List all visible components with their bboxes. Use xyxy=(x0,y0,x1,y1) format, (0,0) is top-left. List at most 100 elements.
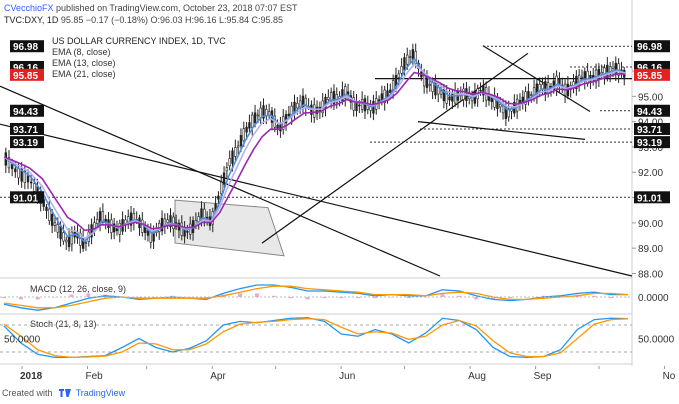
right-price-tag-3 xyxy=(634,104,670,117)
candle-up xyxy=(445,91,448,104)
published-note: published on TradingView.com, October 23… xyxy=(56,3,298,13)
author-name[interactable]: CVecchioFX xyxy=(4,3,54,13)
candle-down xyxy=(606,64,609,79)
right-price-tag-2 xyxy=(634,68,670,81)
candle-up xyxy=(7,157,11,169)
y-tick-label-1: 89.00 xyxy=(638,244,663,255)
candle-up xyxy=(141,219,144,233)
candle-up xyxy=(453,90,457,104)
legend-entry-2: EMA (21, close) xyxy=(52,69,116,79)
candle-up xyxy=(530,94,533,96)
x-tick-label-feb: Feb xyxy=(86,371,104,382)
candle-up xyxy=(225,167,229,172)
candle-up xyxy=(242,128,245,142)
footer: Created with TradingView xyxy=(2,388,125,398)
candle-down xyxy=(115,228,119,232)
candle-up xyxy=(33,183,36,192)
candle-down xyxy=(160,217,164,232)
candle-up xyxy=(406,54,409,65)
candle-up xyxy=(400,65,403,74)
candle-up xyxy=(327,97,330,100)
candle-up xyxy=(70,231,74,245)
symbol-line: TVC:DXY, 1D xyxy=(4,15,59,25)
macd-histogram-bar xyxy=(35,297,40,300)
candle-down xyxy=(67,235,71,248)
chart-header: CVecchioFX published on TradingView.com,… xyxy=(4,2,298,26)
candle-down xyxy=(253,112,257,124)
macd-histogram-bar xyxy=(524,297,529,298)
candle-up xyxy=(397,73,400,78)
y-tick-label-5: 93.00 xyxy=(638,143,663,154)
candle-up xyxy=(313,104,316,118)
macd-histogram-bar xyxy=(373,297,378,299)
candle-down xyxy=(479,89,482,92)
left-price-tag-label-2: 95.85 xyxy=(13,71,38,82)
right-price-tag-label-6: 91.01 xyxy=(637,193,662,204)
candle-down xyxy=(341,89,344,101)
candle-down xyxy=(29,181,33,184)
candle-down xyxy=(332,90,336,105)
macd-histogram-bar xyxy=(254,293,259,297)
candle-down xyxy=(315,106,319,114)
main-chart-title: US DOLLAR CURRENCY INDEX, 1D, TVC xyxy=(52,36,226,46)
trendline-long-down xyxy=(0,85,441,277)
macd-histogram-bar xyxy=(491,297,496,300)
candle-up xyxy=(600,72,603,75)
candle-up xyxy=(101,211,105,223)
right-price-tag-label-5: 93.19 xyxy=(637,138,662,149)
candle-down xyxy=(448,96,451,101)
tradingview-brand[interactable]: TradingView xyxy=(75,388,126,398)
ohlc-readout: 95.85 −0.17 (−0.18%) O:96.03 H:96.16 L:9… xyxy=(60,15,284,25)
candle-down xyxy=(377,99,381,102)
candle-down xyxy=(186,231,189,233)
candle-down xyxy=(104,218,107,222)
candle-up xyxy=(439,90,443,95)
candle-up xyxy=(352,97,355,111)
stoch-y-label-left: 50.0000 xyxy=(4,335,41,346)
x-tick-label-apr: Apr xyxy=(210,371,226,382)
trendline-mid-down xyxy=(0,123,633,277)
right-price-tag-4 xyxy=(634,122,670,135)
right-price-tag-label-0: 96.98 xyxy=(637,42,662,53)
legend-entry-0: EMA (8, close) xyxy=(52,47,111,57)
candle-up xyxy=(296,103,299,109)
left-price-tag-3 xyxy=(10,104,44,117)
candle-down xyxy=(222,172,226,185)
candle-up xyxy=(23,170,27,183)
candle-down xyxy=(146,230,150,236)
candle-down xyxy=(205,216,209,219)
tradingview-logo-icon xyxy=(59,389,72,397)
candle-down xyxy=(389,89,392,93)
macd-title: MACD (12, 26, close, 9) xyxy=(30,284,126,294)
candle-down xyxy=(239,135,243,147)
candle-down xyxy=(451,93,454,102)
right-price-tag-label-3: 94.43 xyxy=(637,107,662,118)
macd-histogram-bar xyxy=(457,295,462,297)
left-price-tag-label-3: 94.43 xyxy=(13,107,38,118)
candle-up xyxy=(499,103,502,108)
left-price-tag-label-0: 96.98 xyxy=(13,42,38,53)
candle-up xyxy=(53,222,57,226)
channel-lower xyxy=(417,121,586,140)
left-price-tag-4 xyxy=(10,122,44,135)
left-price-tag-label-4: 93.71 xyxy=(13,125,38,136)
candle-down xyxy=(245,126,248,133)
right-price-tag-5 xyxy=(634,136,670,149)
macd-histogram-bar xyxy=(18,297,23,300)
left-price-tag-label-5: 93.19 xyxy=(13,138,38,149)
ema-21-line xyxy=(3,71,626,232)
y-tick-label-0: 88.00 xyxy=(638,269,663,280)
candle-down xyxy=(614,62,617,75)
candle-down xyxy=(20,168,23,182)
candle-up xyxy=(555,75,558,90)
candle-down xyxy=(45,206,48,212)
created-with-label: Created with xyxy=(2,388,53,398)
candle-up xyxy=(236,145,240,148)
candle-down xyxy=(248,122,251,129)
macd-histogram-bar xyxy=(288,297,293,299)
candle-up xyxy=(180,222,183,236)
candle-up xyxy=(228,158,231,167)
stoch-y-label: 50.0000 xyxy=(638,335,675,346)
macd-histogram-bar xyxy=(305,297,310,300)
